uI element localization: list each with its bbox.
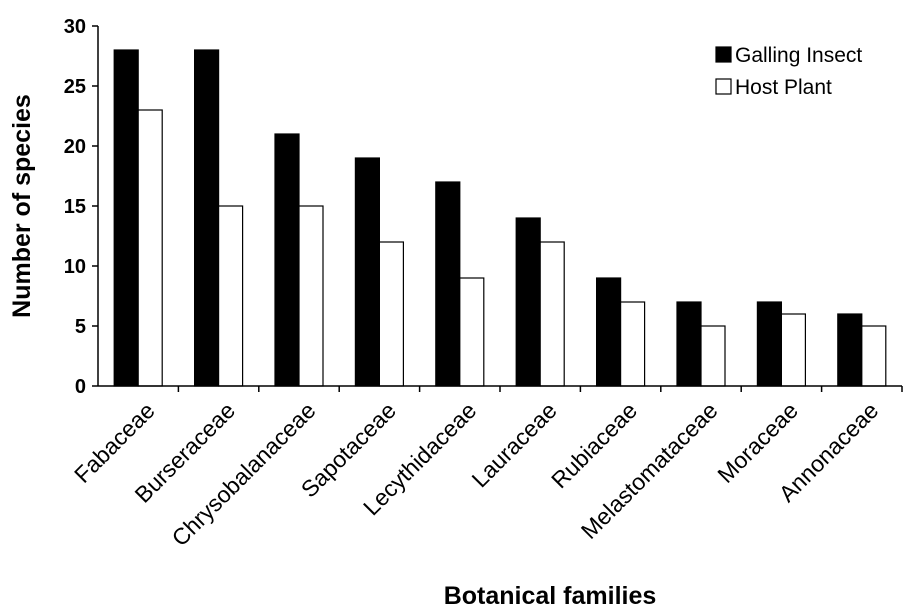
bar-galling-insect-sapotaceae [354,157,380,387]
x-category-label: Melastomataceae [576,397,723,544]
y-tick-label: 0 [75,376,86,398]
y-tick-label: 5 [75,316,86,338]
bar-host-plant-sapotaceae [378,241,404,387]
bar-host-plant-annonaceae [861,325,887,387]
bar-host-plant-rubiaceae [619,301,646,387]
y-tick-label: 15 [64,196,86,218]
bars-group [113,49,887,387]
legend-label-host-plant: Host Plant [735,76,832,99]
bar-host-plant-lauraceae [539,241,565,387]
y-tick-label: 20 [64,136,86,158]
legend-swatch-host-plant [715,78,732,95]
bar-host-plant-burseraceae [218,205,244,387]
bar-host-plant-fabaceae [137,109,163,387]
bar-galling-insect-fabaceae [113,49,139,387]
bar-host-plant-lecythidaceae [459,277,485,387]
bar-galling-insect-rubiaceae [595,277,622,387]
bar-galling-insect-annonaceae [837,313,863,387]
bar-galling-insect-burseraceae [194,49,220,387]
bar-host-plant-melastomataceae [700,325,726,387]
legend: Galling Insect Host Plant [715,44,862,99]
legend-label-galling-insect: Galling Insect [735,44,862,67]
y-tick-label: 25 [64,76,86,98]
x-axis-category-labels: FabaceaeBurseraceaeChrysobalanaceaeSapot… [69,397,883,551]
x-category-label: Chrysobalanaceae [167,397,321,551]
x-category-label: Lauraceae [466,397,561,492]
y-axis-ticks: 0 5 10 15 20 25 30 [64,16,98,398]
y-axis-title: Number of species [8,94,36,318]
bar-host-plant-moraceae [780,313,807,387]
x-axis-ticks [177,386,903,392]
y-tick-label: 30 [64,16,86,38]
bar-host-plant-chrysobalanaceae [298,205,324,387]
y-tick-label: 10 [64,256,86,278]
legend-swatch-galling-insect [715,46,732,63]
x-axis-title: Botanical families [444,582,657,610]
bar-galling-insect-chrysobalanaceae [274,133,300,387]
bar-galling-insect-lecythidaceae [435,181,461,387]
bar-galling-insect-melastomataceae [676,301,702,387]
bar-galling-insect-moraceae [756,301,783,387]
bar-galling-insect-lauraceae [515,217,541,387]
